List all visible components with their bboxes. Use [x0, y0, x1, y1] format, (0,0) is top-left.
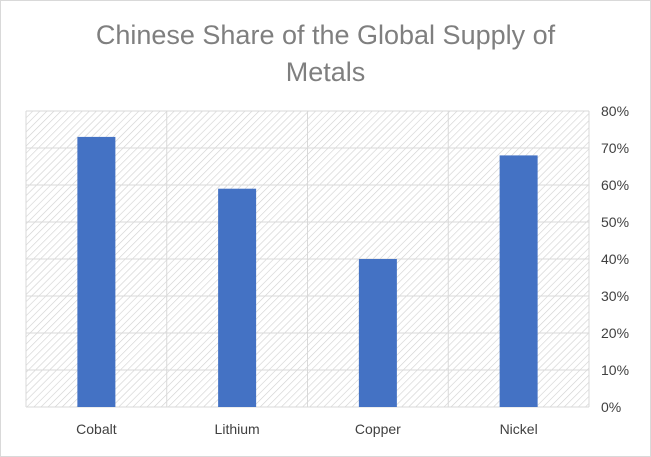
y-tick-label: 70%: [601, 140, 629, 156]
y-axis-labels: 0% 10% 20% 30% 40% 50% 60% 70% 80%: [601, 103, 629, 415]
y-tick-label: 30%: [601, 288, 629, 304]
bar-copper: [358, 259, 397, 407]
y-tick-label: 50%: [601, 214, 629, 230]
x-tick-label: Copper: [355, 421, 401, 437]
bars: [77, 136, 538, 407]
x-tick-label: Lithium: [215, 421, 260, 437]
chart-title: Chinese Share of the Global Supply of Me…: [1, 17, 650, 91]
y-tick-label: 0%: [601, 399, 621, 415]
y-tick-label: 10%: [601, 362, 629, 378]
bar-lithium: [218, 188, 257, 407]
y-tick-label: 40%: [601, 251, 629, 267]
y-tick-label: 20%: [601, 325, 629, 341]
chart-title-line-2: Metals: [285, 57, 366, 87]
gridlines: [25, 110, 590, 408]
x-axis-labels: Cobalt Lithium Copper Nickel: [76, 421, 538, 437]
y-tick-label: 80%: [601, 103, 629, 119]
y-tick-label: 60%: [601, 177, 629, 193]
x-tick-label: Cobalt: [76, 421, 117, 437]
x-tick-label: Nickel: [500, 421, 538, 437]
chart-title-line-1: Chinese Share of the Global Supply of: [95, 20, 556, 50]
bar-nickel: [499, 155, 538, 407]
bar-cobalt: [77, 136, 116, 407]
